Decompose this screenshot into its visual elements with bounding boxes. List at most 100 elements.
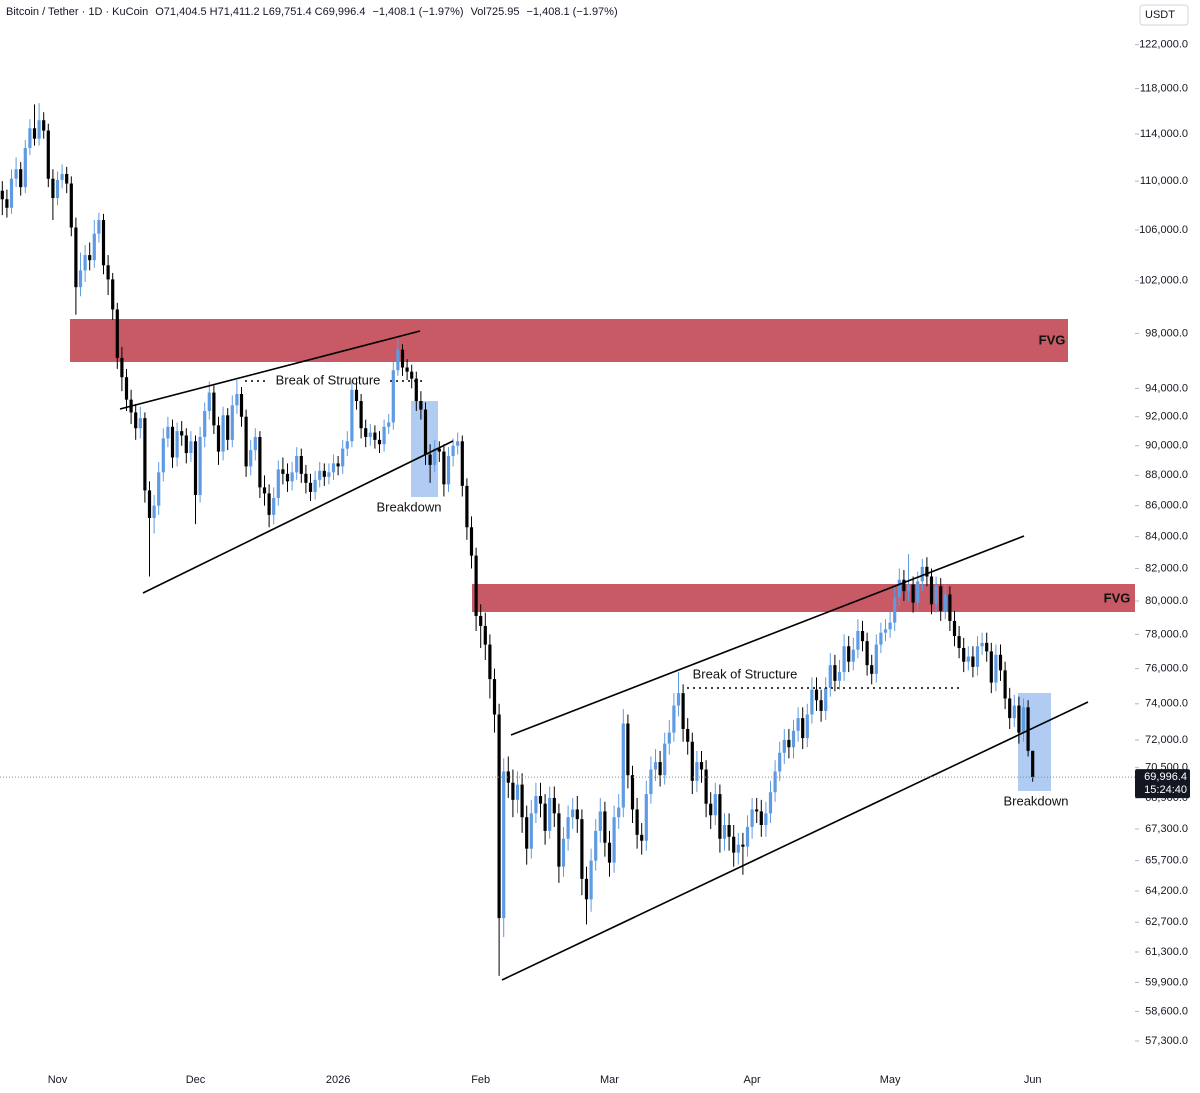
candle-body: [1008, 698, 1012, 719]
candle-body: [216, 425, 221, 452]
candle-body: [483, 625, 487, 645]
candle-body: [543, 803, 547, 831]
candle-body: [874, 644, 878, 674]
candle-body: [230, 405, 234, 440]
candle-body: [203, 411, 207, 437]
candle-body: [690, 741, 694, 781]
x-tick-label: Feb: [471, 1074, 490, 1086]
candle-body: [768, 792, 773, 814]
candle-body: [842, 646, 846, 673]
candle-body: [916, 581, 920, 603]
candle-body: [980, 642, 984, 647]
y-tick-label: 57,300.0: [1145, 1035, 1188, 1047]
candle-body: [658, 762, 662, 776]
candle-body: [902, 579, 906, 592]
y-tick-label: 62,700.0: [1145, 916, 1188, 928]
candle-body: [934, 586, 938, 605]
candle-body: [147, 490, 152, 518]
candle-body: [1031, 750, 1035, 778]
header: Bitcoin / Tether · 1D · KuCoin O71,404.5…: [6, 6, 618, 18]
candle-body: [603, 811, 607, 843]
candle-body: [42, 120, 46, 131]
candle-body: [929, 576, 934, 605]
candle-body: [69, 183, 73, 228]
candle-body: [552, 797, 556, 814]
candle-body: [525, 817, 529, 849]
candle-body: [943, 594, 947, 611]
currency-box: [1139, 4, 1189, 26]
trendline: [510, 535, 1025, 736]
candle-body: [1017, 705, 1021, 733]
candle-body: [635, 809, 639, 835]
y-tick-label: 72,000.0: [1145, 734, 1188, 746]
candle-body: [46, 130, 50, 179]
candle-body: [764, 813, 768, 826]
candle-body: [83, 255, 87, 271]
candle-body: [276, 469, 280, 499]
candle-body: [387, 422, 391, 427]
ohlc: O71,404.5 H71,411.2 L69,751.4 C69,996.4: [155, 6, 366, 18]
candles: [0, 103, 1035, 976]
candle-body: [419, 401, 423, 410]
candle-body: [336, 463, 340, 467]
annotation: Break of Structure: [693, 666, 798, 681]
candle-body: [322, 470, 326, 477]
candle-body: [281, 469, 285, 474]
candle-body: [451, 445, 455, 457]
y-tick-label: 94,000.0: [1145, 382, 1188, 394]
candle-body: [479, 615, 483, 626]
annotation: FVG: [1104, 590, 1131, 605]
candle-body: [290, 472, 294, 482]
candle-body: [755, 809, 759, 812]
candle-body: [161, 438, 165, 473]
drawings: [119, 330, 1089, 981]
candle-body: [0, 190, 4, 200]
candle-body: [391, 370, 395, 423]
candle-body: [511, 782, 515, 800]
annotation: FVG: [1039, 332, 1066, 347]
candle-body: [883, 629, 888, 633]
candle-body: [88, 255, 92, 261]
candle-body: [676, 693, 681, 706]
candle-body: [134, 412, 138, 429]
candle-body: [833, 665, 837, 681]
candle-body: [9, 178, 14, 208]
candle-body: [994, 654, 998, 683]
candle-body: [170, 426, 175, 458]
candle-body: [787, 739, 791, 748]
candle-body: [359, 401, 363, 429]
candle-body: [727, 825, 731, 837]
candle-body: [23, 147, 27, 188]
candle-body: [607, 842, 612, 863]
candle-body: [773, 771, 777, 793]
candle-body: [975, 646, 980, 667]
annotation: Break of Structure: [276, 372, 381, 387]
fvg-zone: [472, 584, 1135, 612]
candle-body: [497, 714, 501, 919]
candle-body: [437, 448, 441, 452]
candle-body: [55, 179, 60, 199]
candle-body: [414, 378, 418, 402]
candle-body: [235, 393, 239, 406]
candle-body: [824, 687, 828, 711]
candle-body: [506, 771, 510, 783]
candle-body: [828, 665, 832, 688]
y-tick-label: 114,000.0: [1140, 128, 1188, 140]
candle-body: [699, 762, 704, 770]
candle-body: [649, 769, 653, 795]
candle-body: [175, 431, 179, 458]
y-tick-label: 65,700.0: [1145, 855, 1188, 867]
candle-body: [741, 844, 745, 847]
candle-body: [759, 811, 763, 826]
last-price-box: [1135, 769, 1190, 799]
candle-body: [143, 418, 147, 491]
candle-body: [267, 493, 271, 515]
candle-body: [920, 566, 924, 582]
candle-body: [456, 441, 460, 446]
candle-body: [295, 456, 299, 473]
candle-body: [138, 418, 142, 429]
y-tick-label: 58,600.0: [1145, 1005, 1188, 1017]
candle-body: [879, 632, 883, 645]
candle-body: [308, 482, 313, 492]
candle-body: [253, 436, 257, 451]
